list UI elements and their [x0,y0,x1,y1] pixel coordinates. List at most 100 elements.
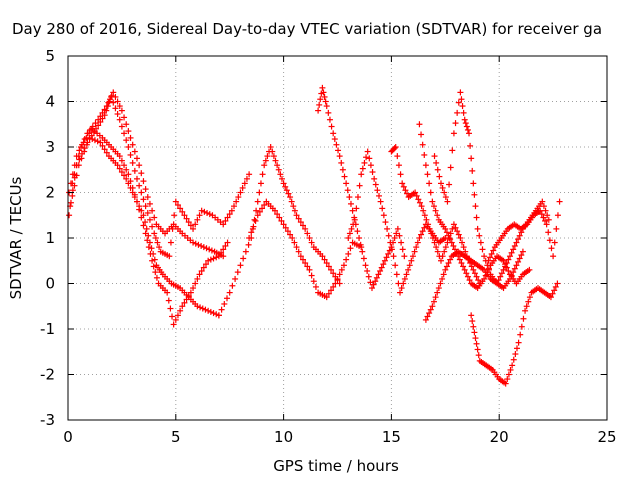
data-point-interp [540,203,547,210]
data-point-interp [259,205,266,212]
data-point-interp [165,297,172,304]
data-point [409,253,416,260]
data-point-interp [426,310,433,317]
data-point-interp [94,138,101,145]
data-point-interp [424,313,431,320]
data-point [142,230,149,237]
data-point-interp [198,242,205,249]
data-point-interp [525,298,532,305]
data-point-interp [413,192,420,199]
data-point-interp [466,277,473,284]
data-point [470,266,477,273]
data-point [390,253,397,260]
data-point [149,257,156,264]
data-point-interp [334,275,341,282]
data-point-interp [363,154,370,161]
data-point-interp [321,93,328,100]
data-point-interp [86,130,93,137]
data-point [392,144,399,150]
data-point-interp [442,194,449,201]
data-point [164,289,171,296]
data-point-interp [291,207,298,214]
data-point-interp [89,136,96,143]
data-point-interp [233,198,240,205]
data-point-interp [80,139,87,146]
axis-ticks [67,55,608,421]
data-point [345,235,352,241]
data-point-interp [251,216,258,223]
data-point-interp [464,273,471,280]
x-tick-labels: 0 5 10 15 20 25 [63,428,616,446]
data-point-interp [95,122,102,129]
data-point [416,121,423,128]
data-point-interp [434,289,441,296]
data-point-interp [471,270,478,277]
data-point-interp [495,277,502,284]
data-point [429,198,436,205]
x-axis-label: GPS time / hours [273,457,399,475]
data-point-interp [401,275,408,282]
data-point-interp [213,254,220,261]
data-point [142,203,149,210]
data-point [274,162,281,169]
data-point [457,89,464,96]
data-point [319,84,326,91]
data-point-interp [106,98,113,105]
data-point-interp [367,279,374,286]
data-point [267,144,274,150]
data-point-interp [366,155,373,162]
data-point-interp [123,166,130,173]
data-point-interp [458,96,465,103]
data-point [343,180,350,187]
data-point-interp [365,273,372,280]
data-point [97,139,104,146]
data-point [349,207,356,214]
data-point-interp [341,173,348,180]
data-point [323,294,330,301]
data-point-interp [248,229,255,236]
data-point-interp [269,148,276,155]
data-point-interp [424,171,431,178]
data-point [437,180,444,187]
data-point-interp [490,247,497,254]
data-point-interp [75,153,82,160]
data-point-interp [391,235,398,241]
data-point [179,303,186,310]
data-point-interp [469,167,476,174]
data-point-interp [387,239,394,246]
x-tick-label: 0 [63,428,73,446]
data-point-interp [104,103,111,110]
data-point [328,266,335,273]
data-point-interp [300,256,307,263]
data-point [422,162,429,169]
data-point-interp [320,89,327,96]
data-point [429,303,436,310]
y-tick-label: 1 [45,229,55,247]
data-point-interp [415,196,422,203]
data-point [381,257,388,264]
data-point-interp [542,217,549,224]
data-point-interp [504,376,511,383]
x-tick-label: 25 [597,428,616,446]
data-point [371,175,378,182]
data-point [412,189,419,196]
data-point-interp [432,294,439,301]
data-point-interp [133,155,140,162]
data-point-interp [508,249,515,256]
data-point-interp [125,128,132,135]
data-point-interp [367,162,374,169]
data-point-interp [354,194,361,201]
data-point [228,207,235,214]
data-point-interp [142,186,149,193]
data-point-interp [256,208,263,215]
x-tick-label: 10 [274,428,293,446]
data-point-interp [252,217,259,224]
data-point-interp [202,306,209,313]
data-point-interp [517,331,524,338]
data-point-interp [503,260,510,267]
data-point-interp [304,263,311,270]
data-point-interp [136,206,143,213]
data-point-interp [526,294,533,301]
data-point-interp [198,267,205,274]
data-point-interp [434,212,441,219]
